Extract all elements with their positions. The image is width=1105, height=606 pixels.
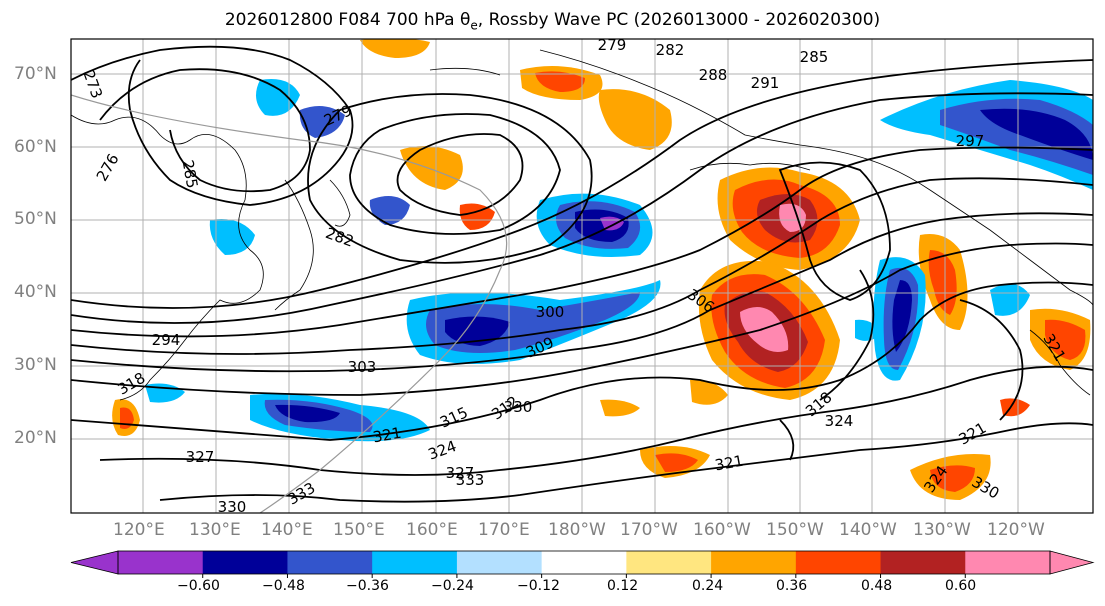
contour-label: 294 [152, 331, 181, 349]
colorbar-tick-label: 0.48 [861, 578, 893, 594]
colorbar-segment [880, 551, 966, 574]
colorbar-tick-label: −0.48 [262, 578, 305, 594]
contour-label: 282 [656, 41, 685, 59]
contour-label: 321 [371, 424, 402, 447]
colorbar-extend-min [70, 550, 119, 575]
map-contents: 273 276 279 279 282 282 285 285 288 291 … [71, 36, 1093, 516]
contour-label: 333 [456, 471, 485, 489]
lon-label: 120°W [987, 520, 1045, 540]
graticule [71, 39, 1093, 513]
colorbar-segment [118, 551, 204, 574]
lon-label: 170°W [620, 520, 678, 540]
lon-label: 140°W [839, 520, 897, 540]
colorbar-tick-label: −0.12 [517, 578, 560, 594]
colorbar-tick-label: −0.24 [431, 578, 474, 594]
colorbar-outline [117, 550, 1051, 575]
colorbar-segment [202, 551, 288, 574]
lon-label: 180°W [548, 520, 606, 540]
colorbar-tick-label: 0.24 [692, 578, 724, 594]
lon-label: 130°E [189, 520, 241, 540]
colorbar-segment [456, 551, 543, 574]
lon-label: 170°E [478, 520, 530, 540]
contour-label: 327 [446, 464, 475, 482]
lat-label: 40°N [14, 282, 57, 302]
colorbar-segment [626, 551, 712, 574]
colorbar-tick-label: −0.60 [177, 578, 220, 594]
lon-label: 160°E [406, 520, 458, 540]
colorbar-segment [287, 551, 373, 574]
colorbar-tick-label: −0.36 [346, 578, 389, 594]
lon-label: 140°E [261, 520, 313, 540]
contour-label: 303 [348, 358, 377, 376]
theta-e-contours [71, 45, 1093, 503]
domain-boundary [71, 94, 508, 513]
map-title: 2026012800 F084 700 hPa θe, Rossby Wave … [224, 10, 881, 33]
colorbar-tick-label: 0.12 [607, 578, 639, 594]
colorbar-segment [372, 551, 458, 574]
lon-label: 160°W [693, 520, 751, 540]
lat-label: 30°N [14, 355, 57, 375]
colorbar-segment [711, 551, 797, 574]
colorbar-tick-label: 0.36 [776, 578, 808, 594]
lat-label: 60°N [14, 137, 57, 157]
contour-label: 285 [800, 48, 829, 66]
lon-label: 120°E [113, 520, 165, 540]
colorbar-segment [795, 551, 882, 574]
colorbar-extend-max [1049, 550, 1095, 575]
colorbar-tick-label: 0.60 [945, 578, 977, 594]
contour-labels: 273 276 279 279 282 282 285 285 288 291 … [79, 36, 1069, 516]
contour-label: 330 [218, 498, 247, 516]
anomaly-shading [112, 39, 1093, 500]
contour-label: 291 [751, 74, 780, 92]
lat-label: 20°N [14, 428, 57, 448]
lon-label: 150°E [333, 520, 385, 540]
colorbar-segment [965, 551, 1051, 574]
colorbar-segment [541, 551, 627, 574]
contour-label: 285 [179, 158, 202, 189]
contour-label: 327 [186, 448, 215, 466]
contour-label: 324 [825, 412, 854, 430]
contour-label: 279 [598, 36, 627, 54]
lon-label: 130°W [913, 520, 971, 540]
colorbar [70, 550, 1095, 578]
lat-label: 70°N [14, 64, 57, 84]
map-frame [70, 38, 1094, 514]
contour-label: 300 [536, 303, 565, 321]
contour-label: 330 [504, 398, 533, 416]
lon-label: 150°W [766, 520, 824, 540]
contour-label: 321 [713, 452, 744, 475]
contour-label: 288 [699, 66, 728, 84]
lat-label: 50°N [14, 209, 57, 229]
contour-label: 297 [956, 132, 985, 150]
